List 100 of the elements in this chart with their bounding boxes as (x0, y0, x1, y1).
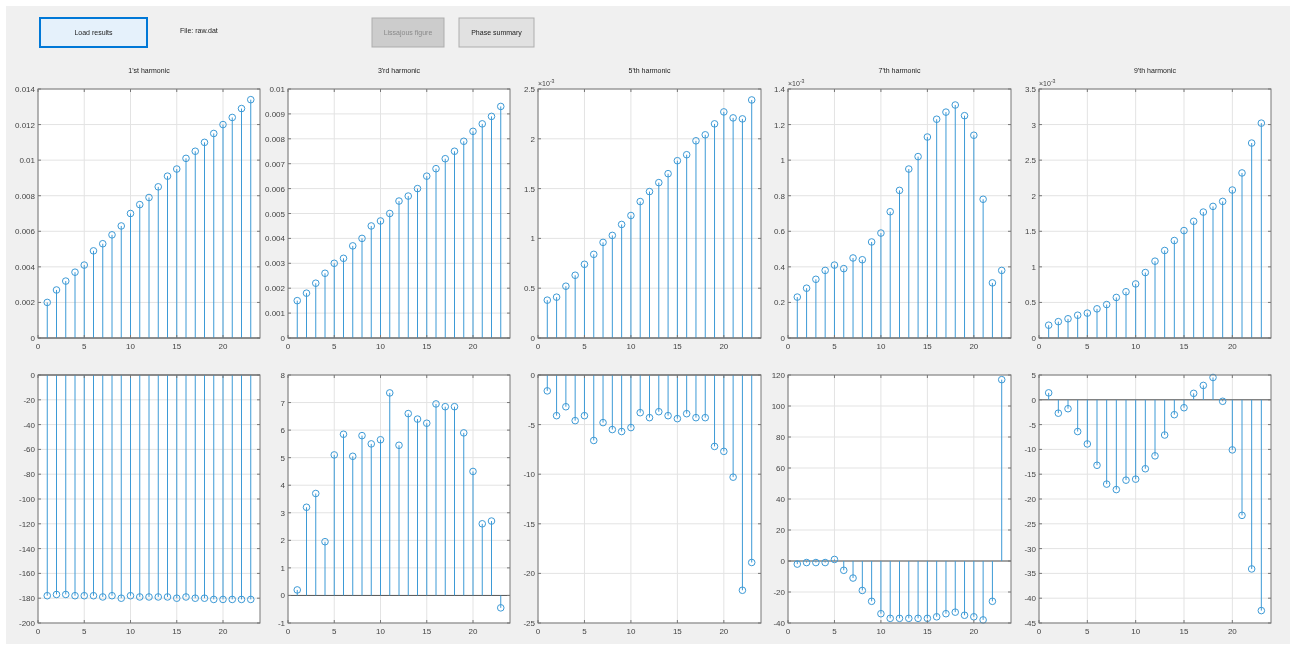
point (1209, 202, 1217, 211)
point (1131, 475, 1140, 483)
point (589, 250, 598, 259)
y-tick-label: 8 (280, 371, 286, 380)
point (886, 207, 895, 216)
point (877, 609, 885, 618)
point (1102, 300, 1111, 309)
point (636, 408, 645, 417)
point (154, 183, 163, 191)
y-tick-label: 1.2 (773, 120, 786, 130)
point (1160, 246, 1169, 255)
x-tick-label: 5 (82, 342, 88, 351)
point (997, 375, 1006, 384)
y-tick-label: 1.5 (523, 184, 536, 194)
y-tick-label: 80 (776, 433, 786, 442)
x-tick-label: 20 (1227, 627, 1238, 636)
point (858, 255, 867, 264)
point (1151, 257, 1159, 265)
point (701, 131, 710, 139)
point (830, 555, 839, 564)
y-tick-label: -100 (18, 495, 36, 504)
y-tick-label: -20 (23, 395, 36, 405)
y-tick-label: 120 (771, 371, 786, 380)
point (432, 400, 440, 408)
point (1199, 381, 1208, 390)
point (673, 156, 682, 165)
point (302, 503, 311, 512)
point (1189, 389, 1198, 398)
y-tick-label: -20 (1024, 495, 1037, 504)
x-tick-label: 5 (582, 342, 588, 351)
x-tick-label: 20 (969, 342, 979, 351)
point (895, 614, 904, 623)
point (654, 178, 663, 187)
point (858, 586, 867, 595)
point (459, 137, 468, 146)
point (413, 415, 422, 423)
point (1064, 404, 1072, 413)
point (52, 286, 61, 294)
point (932, 613, 941, 621)
y-tick-label: -40 (23, 420, 36, 430)
x-tick-label: 5 (82, 627, 88, 636)
x-tick-label: 10 (126, 342, 136, 351)
point (1093, 461, 1101, 470)
y-tick-label: 0 (280, 334, 286, 343)
x-tick-label: 20 (218, 627, 228, 636)
x-tick-label: 15 (1179, 342, 1189, 351)
y-tick-label: 0.5 (523, 284, 536, 294)
point (608, 231, 617, 240)
point (720, 108, 728, 116)
y-tick-label: 3 (1031, 120, 1037, 130)
point (237, 104, 246, 113)
point (710, 120, 719, 128)
point (904, 614, 913, 623)
point (209, 129, 218, 138)
y-tick-label: 0.005 (264, 209, 286, 219)
x-tick-label: 15 (422, 627, 432, 636)
point (692, 413, 700, 422)
point (664, 411, 672, 420)
point (1073, 427, 1082, 436)
y-tick-label: 0.002 (14, 298, 36, 308)
point (191, 147, 200, 156)
y-tick-label: 1 (280, 563, 286, 573)
point (293, 296, 302, 305)
point (441, 154, 450, 163)
x-tick-label: 20 (969, 627, 979, 636)
point (923, 614, 932, 623)
y-tick-label: 0.01 (269, 85, 286, 94)
y-tick-label: 1.5 (1024, 227, 1037, 237)
y-tick-label: 0 (1031, 395, 1037, 405)
point (942, 108, 950, 116)
x-tick-label: 10 (626, 342, 636, 351)
y-tick-label: 0 (530, 334, 536, 343)
point (1054, 409, 1063, 417)
point (617, 427, 626, 436)
x-tick-label: 10 (1131, 342, 1141, 351)
y-tick-label: 0 (530, 371, 536, 380)
point (951, 608, 960, 616)
point (599, 418, 607, 427)
point (487, 517, 496, 525)
x-tick-label: 5 (1085, 627, 1091, 636)
point (330, 259, 339, 268)
point (1247, 139, 1256, 147)
point (793, 293, 802, 301)
y-tick-label: 1 (1031, 262, 1037, 272)
point (311, 489, 320, 498)
y-tick-label: 2 (1031, 191, 1037, 201)
point (1083, 309, 1092, 317)
point (1170, 410, 1179, 419)
y-tick-label: -45 (1024, 619, 1037, 628)
x-tick-label: 20 (218, 342, 228, 351)
point (459, 429, 468, 437)
y-tick-label: 0 (280, 591, 286, 601)
point (682, 150, 691, 159)
point (960, 611, 969, 620)
point (988, 597, 997, 606)
x-tick-label: 20 (719, 627, 729, 636)
point (589, 436, 598, 445)
y-tick-label: 2.5 (1024, 156, 1037, 166)
point (478, 120, 487, 128)
x-tick-label: 15 (922, 342, 933, 351)
